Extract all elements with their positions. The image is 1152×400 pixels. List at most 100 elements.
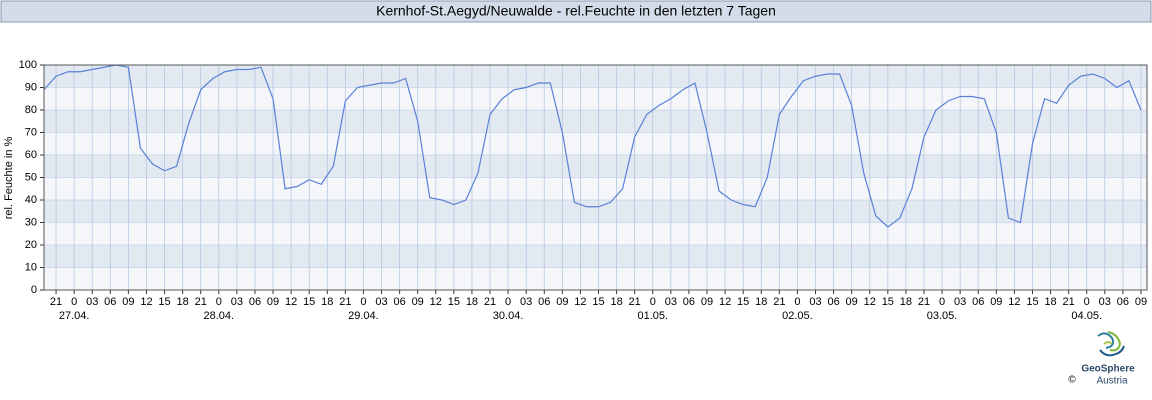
band (44, 155, 1147, 178)
y-tick-label: 50 (25, 171, 37, 183)
x-date-label: 03.05. (927, 310, 958, 322)
x-tick-label: 09 (701, 296, 713, 308)
logo-swirl (1103, 341, 1113, 345)
logo-swirl (1099, 345, 1125, 357)
x-tick-label: 0 (360, 296, 366, 308)
x-tick-label: 03 (665, 296, 677, 308)
x-tick-label: 15 (303, 296, 315, 308)
y-tick-label: 10 (25, 261, 37, 273)
plot-area: 0 10 20 30 40 50 60 70 80 90 100 21 0 03 06 09 12 15 18 21 0… (19, 59, 1148, 322)
x-tick-label: 21 (773, 296, 785, 308)
x-tick-label: 0 (939, 296, 945, 308)
y-axis-label: rel. Feuchte in % (3, 137, 15, 220)
plot-border (43, 64, 1148, 291)
x-tick-label: 03 (231, 296, 243, 308)
x-date-label: 30.04. (493, 310, 524, 322)
x-tick-label: 18 (755, 296, 767, 308)
band (44, 110, 1147, 133)
x-tick-label: 09 (556, 296, 568, 308)
x-date-label: 28.04. (203, 310, 234, 322)
logo: GeoSphere © Austria (1068, 331, 1135, 387)
x-tick-label: 06 (393, 296, 405, 308)
x-tick-label: 15 (158, 296, 170, 308)
x-tick-label: 0 (505, 296, 511, 308)
x-tick-label: 09 (1135, 296, 1147, 308)
y-tick-label: 40 (25, 194, 37, 206)
x-tick-label: 09 (267, 296, 279, 308)
band (44, 132, 1147, 155)
x-tick-label: 15 (1026, 296, 1038, 308)
x-date-label: 01.05. (637, 310, 668, 322)
x-tick-label: 06 (104, 296, 116, 308)
logo-swirl (1107, 331, 1122, 352)
x-date-label: 02.05. (782, 310, 813, 322)
x-tick-label: 15 (448, 296, 460, 308)
x-tick-label: 21 (918, 296, 930, 308)
x-tick-label: 03 (954, 296, 966, 308)
y-tick-label: 0 (31, 284, 37, 296)
logo-sub: Austria (1096, 376, 1128, 387)
x-tick-label: 03 (809, 296, 821, 308)
x-tick-label: 09 (990, 296, 1002, 308)
logo-icon (1097, 331, 1125, 357)
band (44, 245, 1147, 268)
band (44, 200, 1147, 223)
title-bar (0, 0, 1152, 23)
data-line (43, 64, 1142, 228)
x-tick-label: 15 (737, 296, 749, 308)
logo-copyright: © (1068, 375, 1076, 386)
y-tick-label: 80 (25, 104, 37, 116)
x-tick-label: 03 (1099, 296, 1111, 308)
y-tick-label: 60 (25, 149, 37, 161)
y-tick-label: 30 (25, 216, 37, 228)
x-tick-label: 12 (140, 296, 152, 308)
band (44, 87, 1147, 110)
x-tick-label: 12 (430, 296, 442, 308)
x-tick-label: 12 (719, 296, 731, 308)
y-tick-label: 20 (25, 239, 37, 251)
x-tick-label: 12 (864, 296, 876, 308)
x-tick-label: 21 (484, 296, 496, 308)
x-tick-label: 15 (592, 296, 604, 308)
x-tick-label: 0 (794, 296, 800, 308)
x-tick-label: 18 (177, 296, 189, 308)
x-tick-label: 18 (321, 296, 333, 308)
x-date-label: 29.04. (348, 310, 379, 322)
x-tick-label: 18 (900, 296, 912, 308)
chart-title: Kernhof-St.Aegyd/Neuwalde - rel.Feuchte … (376, 3, 776, 19)
x-tick-label: 0 (216, 296, 222, 308)
x-tick-label: 06 (827, 296, 839, 308)
x-tick-label: 12 (285, 296, 297, 308)
x-tick-label: 0 (650, 296, 656, 308)
x-tick-label: 21 (50, 296, 62, 308)
x-tick-label: 21 (629, 296, 641, 308)
x-tick-label: 06 (249, 296, 261, 308)
x-tick-label: 09 (412, 296, 424, 308)
y-tick-label: 70 (25, 126, 37, 138)
x-tick-label: 15 (882, 296, 894, 308)
x-date-label: 27.04. (59, 310, 90, 322)
x-tick-label: 0 (1084, 296, 1090, 308)
band (44, 267, 1147, 290)
y-tick-label: 100 (19, 59, 37, 71)
x-tick-label: 12 (574, 296, 586, 308)
x-tick-label: 09 (122, 296, 134, 308)
band (44, 65, 1147, 88)
x-tick-label: 18 (466, 296, 478, 308)
x-date-label: 04.05. (1071, 310, 1102, 322)
logo-swirl (1097, 332, 1115, 349)
x-tick-label: 18 (610, 296, 622, 308)
x-tick-label: 03 (86, 296, 98, 308)
x-tick-label: 21 (1063, 296, 1075, 308)
x-tick-label: 21 (195, 296, 207, 308)
x-tick-label: 09 (846, 296, 858, 308)
x-tick-label: 03 (375, 296, 387, 308)
x-tick-label: 18 (1044, 296, 1056, 308)
x-tick-label: 06 (972, 296, 984, 308)
x-tick-label: 21 (339, 296, 351, 308)
x-tick-label: 06 (1117, 296, 1129, 308)
x-tick-label: 06 (538, 296, 550, 308)
x-tick-label: 06 (683, 296, 695, 308)
logo-name: GeoSphere (1081, 364, 1135, 375)
